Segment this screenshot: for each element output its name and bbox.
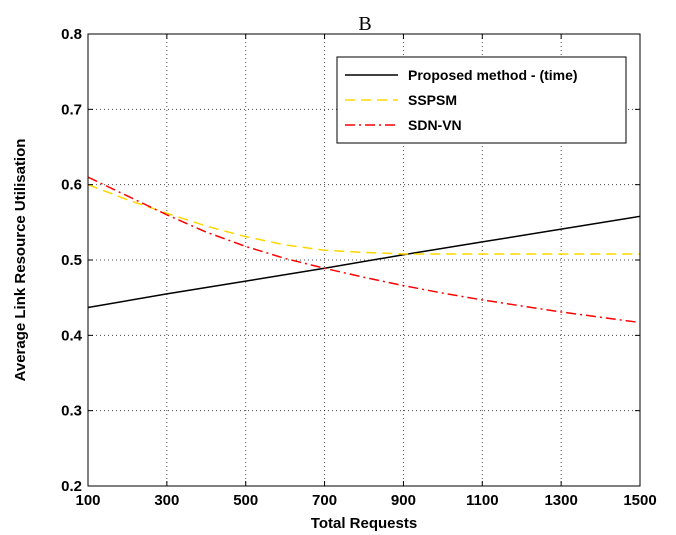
x-tick-label: 1100	[466, 492, 499, 509]
y-tick-label: 0.6	[61, 177, 82, 194]
x-tick-label: 700	[312, 492, 337, 509]
chart-title: B	[358, 13, 371, 35]
legend-label-proposed-method-time: Proposed method - (time)	[408, 67, 578, 83]
x-tick-label: 300	[154, 492, 179, 509]
series-line-proposed-method-time	[87, 215, 641, 309]
y-tick-label: 0.2	[61, 478, 82, 495]
axis-ticks	[87, 33, 641, 487]
x-tick-labels: 100 300 500 700 900 1100 1300 1500	[75, 492, 656, 509]
legend-label-sdn-vn: SDN-VN	[408, 117, 462, 133]
series-line-sspsm	[87, 183, 640, 255]
y-axis-label: Average Link Resource Utilisation	[12, 139, 29, 382]
y-tick-label: 0.8	[61, 26, 82, 43]
y-tick-label: 0.5	[61, 252, 82, 269]
x-tick-label: 100	[75, 492, 100, 509]
x-tick-label: 1300	[544, 492, 577, 509]
series-lines	[87, 176, 641, 324]
x-tick-label: 900	[391, 492, 416, 509]
y-tick-label: 0.3	[61, 403, 82, 420]
y-tick-label: 0.7	[61, 101, 82, 118]
legend-label-sspsm: SSPSM	[408, 92, 457, 108]
x-axis-label: Total Requests	[311, 515, 417, 532]
x-tick-label: 1500	[623, 492, 656, 509]
series-line-sdn-vn	[87, 176, 641, 324]
x-tick-label: 500	[233, 492, 258, 509]
y-tick-labels: 0.2 0.3 0.4 0.5 0.6 0.7 0.8	[61, 26, 83, 495]
y-tick-label: 0.4	[61, 327, 83, 344]
legend: Proposed method - (time) SSPSM SDN-VN	[336, 56, 627, 144]
grid	[88, 34, 640, 486]
